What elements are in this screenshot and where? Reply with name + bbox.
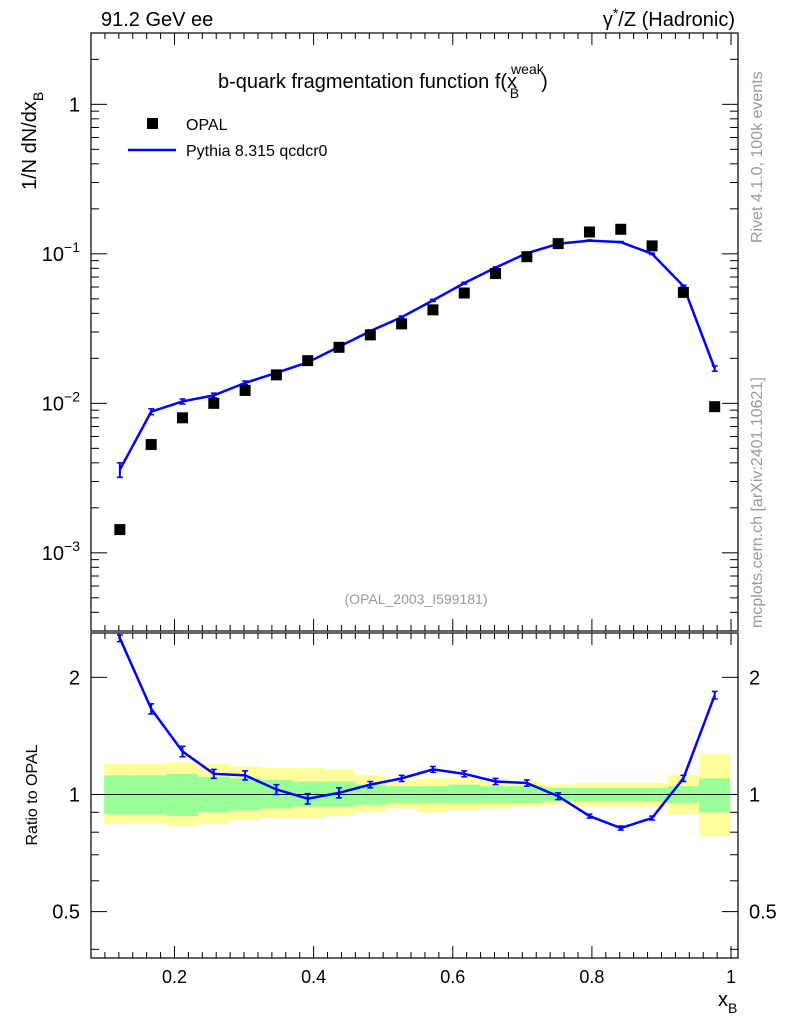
axis-tick-labels: 0.2 0.4 0.6 0.8 1 1 10−1 10−2 10−3 0.5 0.5 1 1 2 2 (42, 94, 777, 987)
y-tick-label: 10−2 (42, 388, 80, 415)
mc-series-main (117, 240, 718, 477)
opal-data-point (177, 412, 188, 423)
x-tick-label: 0.6 (440, 967, 465, 987)
ratio-y-tick-label-right: 0.5 (749, 902, 777, 924)
opal-data-point (271, 369, 282, 380)
opal-data-point (114, 524, 125, 535)
chart-canvas: 0.2 0.4 0.6 0.8 1 1 10−1 10−2 10−3 0.5 0.5 1 1 2 2 91.… (0, 0, 786, 1024)
opal-data-point (615, 224, 626, 235)
opal-data-point (365, 329, 376, 340)
ratio-y-tick-label: 0.5 (52, 902, 80, 924)
opal-data-point (146, 439, 157, 450)
opal-data-point (459, 288, 470, 299)
legend-mc-label: Pythia 8.315 qcdcr0 (186, 143, 328, 160)
energy-label: 91.2 GeV ee (101, 9, 213, 31)
opal-data-point (396, 318, 407, 329)
legend-data-marker (147, 118, 158, 129)
band-inner-bin (699, 778, 730, 812)
analysis-id-label: (OPAL_2003_I599181) (345, 591, 488, 607)
y-tick-label: 10−1 (42, 239, 80, 266)
plot-title: b-quark fragmentation function f(xweak B) (218, 61, 548, 101)
legend-data-label: OPAL (186, 117, 228, 134)
opal-data-point (553, 238, 564, 249)
x-tick-label: 0.2 (162, 967, 187, 987)
opal-data-point (521, 251, 532, 262)
opal-data-point (678, 287, 689, 298)
opal-data-point (709, 401, 720, 412)
opal-data-point (240, 385, 251, 396)
x-tick-label: 0.8 (579, 967, 604, 987)
x-tick-label: 1 (726, 967, 736, 987)
main-y-axis-label: 1/N dN/dxB (19, 92, 46, 190)
x-tick-label: 0.4 (301, 967, 326, 987)
opal-data-point (647, 240, 658, 251)
y-tick-label: 1 (69, 94, 80, 116)
opal-data-point (208, 398, 219, 409)
ratio-y-tick-label-right: 2 (749, 667, 760, 689)
rivet-info-label: Rivet 4.1.0, 100k events (749, 71, 766, 243)
mc-line (120, 241, 715, 470)
opal-data-point (584, 226, 595, 237)
ratio-y-axis-label: Ratio to OPAL (24, 744, 41, 845)
data-series-main (114, 224, 720, 535)
ratio-y-tick-label-right: 1 (749, 784, 760, 806)
source-info-label: mcplots.cern.ch [arXiv:2401.10621] (749, 377, 766, 628)
ratio-y-tick-label: 2 (69, 667, 80, 689)
y-tick-label: 10−3 (42, 538, 80, 565)
opal-data-point (490, 268, 501, 279)
ratio-y-tick-label: 1 (69, 784, 80, 806)
opal-data-point (302, 355, 313, 366)
opal-data-point (427, 304, 438, 315)
x-axis-label: xB (718, 989, 737, 1016)
opal-data-point (334, 342, 345, 353)
band-inner-bin (449, 785, 480, 804)
process-label: γ*/Z (Hadronic) (603, 5, 735, 31)
